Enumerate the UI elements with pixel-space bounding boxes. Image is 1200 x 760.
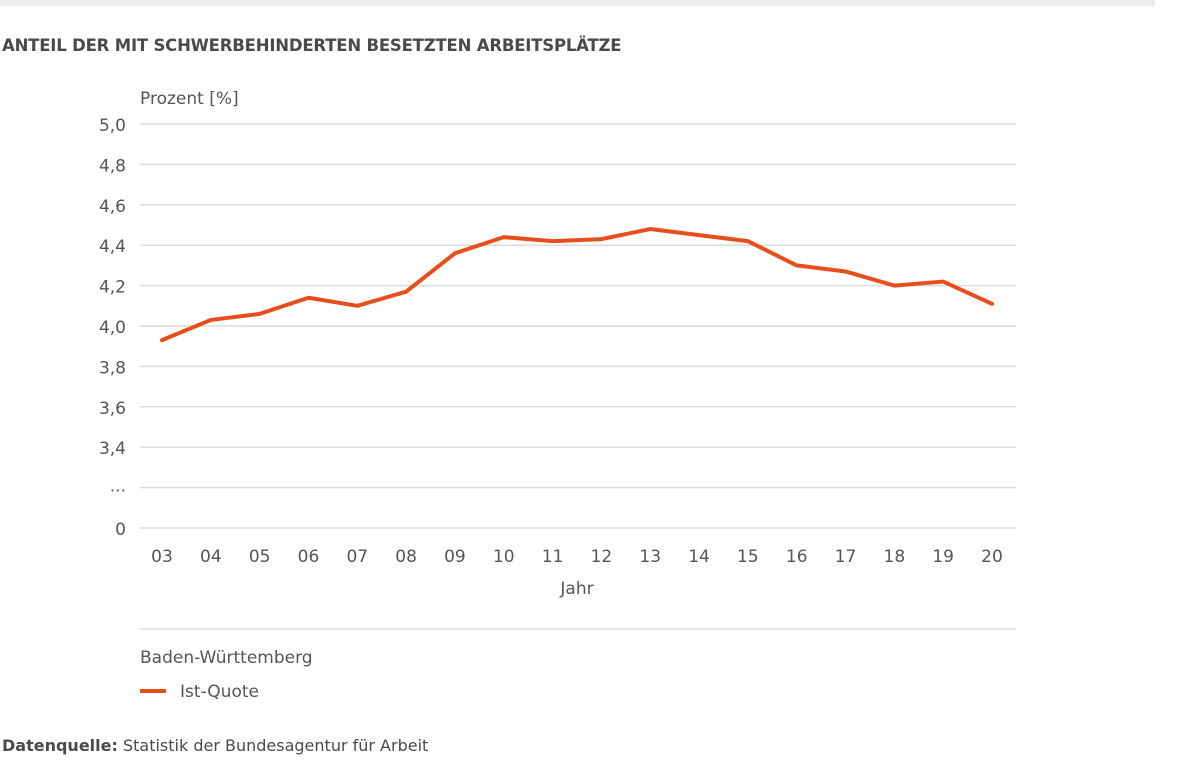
x-tick-label: 10 [493,547,515,567]
x-tick-label: 18 [884,547,906,567]
x-tick-label: 04 [200,547,222,567]
y-tick-label: ... [110,477,126,497]
source-label: Datenquelle: [2,736,118,755]
y-tick-label: 4,6 [99,197,126,217]
x-tick-label: 07 [346,547,368,567]
data-source: Datenquelle: Statistik der Bundesagentur… [2,736,428,755]
legend-title: Baden-Württemberg [140,648,313,668]
top-bar [0,0,1155,6]
y-tick-label: 0 [115,520,126,540]
chart-title: ANTEIL DER MIT SCHWERBEHINDERTEN BESETZT… [2,36,622,55]
y-tick-label: 3,6 [99,399,126,419]
x-tick-label: 14 [688,547,710,567]
y-tick-label: 4,8 [99,156,126,176]
y-tick-label: 4,0 [99,318,126,338]
x-axis-label: Jahr [559,579,593,599]
x-tick-label: 06 [298,547,320,567]
x-tick-label: 19 [932,547,954,567]
x-tick-label: 11 [542,547,564,567]
series-line-ist-quote [160,227,994,343]
x-tick-label: 17 [835,547,857,567]
x-tick-label: 08 [395,547,417,567]
x-tick-label: 15 [737,547,759,567]
y-tick-label: 4,4 [99,237,126,257]
x-tick-label: 03 [151,547,173,567]
x-tick-label: 20 [981,547,1003,567]
x-tick-label: 16 [786,547,808,567]
legend-label: Ist-Quote [180,682,259,702]
x-tick-label: 12 [591,547,613,567]
source-text: Statistik der Bundesagentur für Arbeit [117,736,429,755]
y-tick-label: 3,4 [99,439,126,459]
x-tick-label: 05 [249,547,271,567]
x-tick-label: 13 [639,547,661,567]
y-axis-label: Prozent [%] [140,89,239,109]
y-tick-label: 3,8 [99,358,126,378]
x-tick-label: 09 [444,547,466,567]
y-tick-label: 4,2 [99,278,126,298]
y-tick-label: 5,0 [99,116,126,136]
